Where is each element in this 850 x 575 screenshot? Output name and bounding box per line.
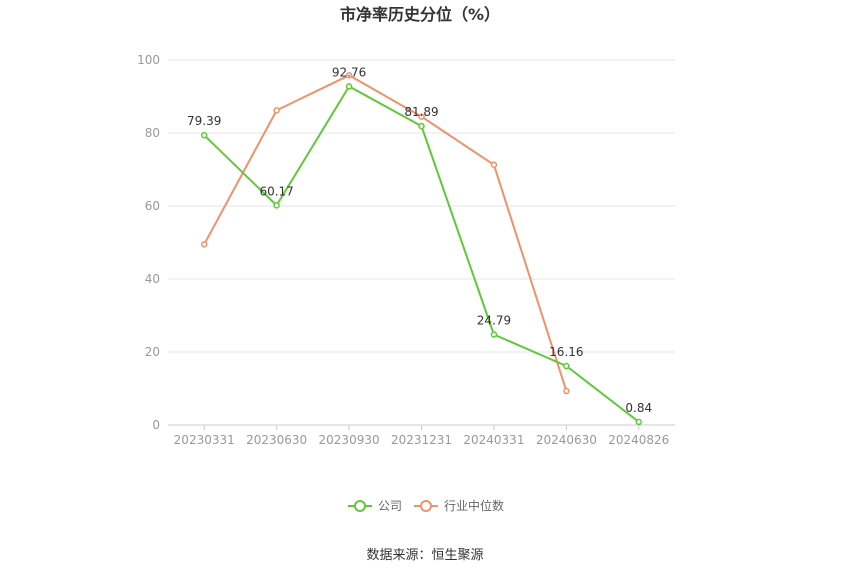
data-label: 0.84 <box>625 401 652 415</box>
series-line-1 <box>203 74 568 392</box>
x-tick-label: 20240331 <box>463 433 524 447</box>
y-tick-label: 80 <box>145 126 160 140</box>
data-label: 81.89 <box>404 105 438 119</box>
legend-marker-company <box>354 500 366 512</box>
x-axis: 20230331 20230630 20230930 20231231 20240331… <box>174 425 669 447</box>
data-label: 60.17 <box>259 184 293 198</box>
y-axis: 0 20 40 60 80 100 <box>137 53 160 432</box>
data-point[interactable] <box>635 418 643 426</box>
data-point[interactable] <box>490 161 498 169</box>
y-tick-label: 100 <box>137 53 160 67</box>
legend-label-industry-median: 行业中位数 <box>444 498 504 513</box>
data-point[interactable] <box>345 83 353 90</box>
data-point[interactable] <box>200 241 208 248</box>
data-label: 79.39 <box>187 114 221 128</box>
data-point[interactable] <box>418 122 425 130</box>
data-point[interactable] <box>418 113 425 120</box>
x-tick-label: 20230331 <box>174 433 235 447</box>
data-point[interactable] <box>345 72 353 79</box>
legend-item-company[interactable]: 公司 <box>348 499 402 513</box>
data-point[interactable] <box>490 331 498 338</box>
x-tick-label: 20240630 <box>536 433 597 447</box>
data-source: 数据来源：恒生聚源 <box>366 548 483 563</box>
chart-title: 市净率历史分位（%） <box>340 5 500 24</box>
x-tick-label: 20240826 <box>608 433 669 447</box>
series-group <box>200 72 643 426</box>
y-tick-label: 20 <box>145 345 160 359</box>
data-label: 92.76 <box>332 65 366 79</box>
x-tick-label: 20230930 <box>319 433 380 447</box>
data-labels: 79.39 60.17 92.76 81.89 24.79 16.16 0.84 <box>187 65 652 415</box>
y-tick-label: 60 <box>145 199 160 213</box>
grid <box>168 59 675 426</box>
y-tick-label: 40 <box>145 272 160 286</box>
legend-item-industry-median[interactable]: 行业中位数 <box>414 498 504 513</box>
x-tick-label: 20231231 <box>391 433 452 447</box>
legend-marker-industry-median <box>420 500 432 512</box>
x-tick-label: 20230630 <box>246 433 307 447</box>
legend-label-company: 公司 <box>378 499 402 513</box>
data-point[interactable] <box>563 362 570 370</box>
series-line-0 <box>203 85 640 423</box>
data-point[interactable] <box>200 131 208 139</box>
legend: 公司 行业中位数 <box>348 498 504 513</box>
data-point[interactable] <box>273 202 280 209</box>
data-point[interactable] <box>273 107 280 114</box>
data-point[interactable] <box>563 387 570 395</box>
data-label: 16.16 <box>549 345 583 359</box>
y-tick-label: 0 <box>152 418 160 432</box>
data-label: 24.79 <box>477 314 511 328</box>
